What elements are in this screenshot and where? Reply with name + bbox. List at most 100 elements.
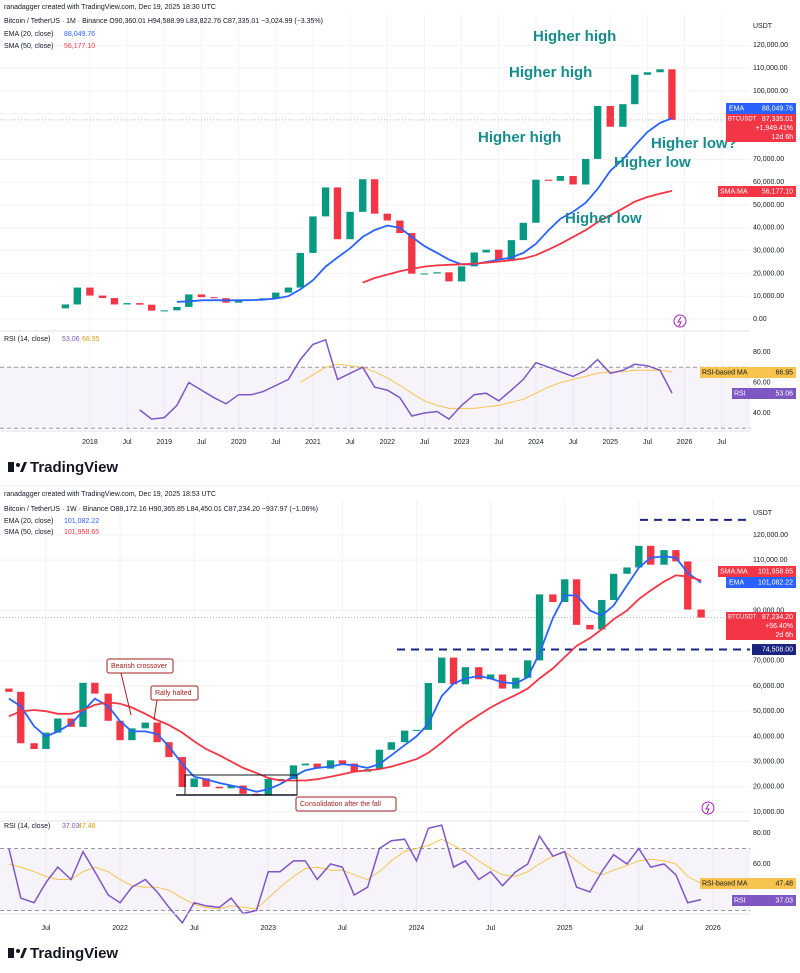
price-tag	[718, 186, 796, 197]
x-tick-label: Jul	[717, 439, 726, 446]
event-icon[interactable]	[673, 314, 687, 328]
candle-body	[136, 303, 144, 305]
candle-body	[383, 213, 391, 221]
callout-text: Rally halted	[155, 690, 192, 697]
candle-body	[535, 594, 544, 661]
candle-body	[313, 763, 321, 769]
callout-leader	[153, 699, 158, 721]
candle-body	[475, 667, 483, 680]
x-tick-label: 2022	[112, 925, 128, 932]
candle-body	[412, 729, 421, 731]
legend-ema-value: 88,049.76	[64, 31, 95, 38]
tag-value: 56,177.10	[762, 188, 793, 195]
logo-mark	[20, 462, 27, 472]
logo-mark	[8, 462, 14, 472]
candle-body	[333, 187, 342, 240]
y-tick-label: 30,000.00	[753, 758, 784, 765]
y-tick-label: 60,000.00	[753, 683, 784, 690]
tag-name: RSI	[734, 390, 746, 397]
tag-value: 101,082.22	[758, 579, 793, 586]
x-tick-label: Jul	[41, 925, 50, 932]
annotation: Higher high	[509, 64, 592, 81]
event-icon-bolt	[677, 316, 682, 327]
candle-body	[309, 216, 317, 253]
candle-body	[672, 550, 680, 562]
tag-name: SMA:MA	[720, 568, 748, 575]
tag-change: +1,949.41%	[755, 125, 793, 132]
candle-body	[197, 294, 206, 298]
candle-body	[623, 567, 631, 574]
candle-body	[338, 760, 347, 764]
x-tick-label: Jul	[420, 439, 429, 446]
candle-body	[572, 579, 581, 625]
candle-body	[42, 732, 50, 750]
candle-body	[73, 287, 81, 305]
candle-body	[445, 272, 453, 282]
candle-body	[264, 778, 272, 796]
y-tick-label: 40,000.00	[753, 733, 784, 740]
candle-body	[561, 579, 569, 602]
y-tick-label: 60,000.00	[753, 179, 784, 186]
candle-body	[523, 660, 532, 678]
ma-line	[176, 117, 673, 303]
candle-body	[210, 297, 218, 299]
event-icon[interactable]	[701, 801, 715, 815]
candle-body	[190, 778, 198, 788]
candle-body	[449, 657, 458, 685]
symbol-line: Bitcoin / TetherUS · 1M · Binance O90,36…	[4, 18, 323, 25]
y-tick-label: 50,000.00	[753, 708, 784, 715]
candle-body	[289, 765, 298, 779]
tag-name: RSI-based MA	[702, 880, 748, 887]
candle-body	[668, 69, 676, 120]
y-tick-label: 70,000.00	[753, 658, 784, 665]
candle-body	[619, 104, 627, 127]
price-tag	[726, 612, 796, 640]
attribution: ranadagger created with TradingView.com,…	[4, 4, 216, 11]
x-tick-label: Jul	[494, 439, 503, 446]
candle-body	[215, 786, 224, 789]
rsi-line	[8, 838, 702, 910]
x-tick-label: 2023	[260, 925, 276, 932]
candle-body	[643, 72, 652, 75]
candle-body	[346, 211, 354, 240]
rsi-title: RSI (14, close)	[4, 336, 50, 343]
candle-body	[296, 252, 304, 288]
x-tick-label: Jul	[338, 925, 347, 932]
candle-body	[532, 179, 540, 223]
x-tick-label: 2024	[528, 439, 544, 446]
tag-name: EMA	[729, 579, 745, 586]
event-icon-bolt	[705, 803, 710, 814]
candle-body	[301, 763, 310, 766]
legend-sma-value: 101,958.65	[64, 529, 99, 536]
x-tick-label: 2018	[82, 439, 98, 446]
y-tick-label: 120,000.00	[753, 532, 788, 539]
candle-body	[375, 749, 384, 770]
candle-body	[153, 722, 161, 743]
legend-sma: SMA (50, close)	[4, 529, 53, 536]
x-tick-label: Jul	[346, 439, 355, 446]
candle-body	[110, 298, 119, 305]
candle-body	[408, 233, 416, 274]
x-tick-label: Jul	[123, 439, 132, 446]
logo-mark	[20, 948, 27, 958]
logo-mark	[16, 949, 20, 953]
tag-name: BTCUSDT	[728, 117, 757, 123]
logo-mark	[8, 948, 14, 958]
x-tick-label: 2024	[409, 925, 425, 932]
candle-body	[495, 249, 503, 260]
candle-body	[433, 272, 441, 274]
ma-line	[8, 555, 702, 793]
rsi-line	[8, 824, 702, 925]
candle-body	[350, 763, 358, 772]
candle-body	[5, 688, 13, 692]
tag-name: RSI	[734, 897, 746, 904]
y-tick-label: 20,000.00	[753, 784, 784, 791]
price-tag	[718, 566, 796, 577]
level-tag-value: 74,508.00	[762, 646, 793, 653]
candle-body	[396, 220, 404, 234]
logo-mark	[16, 463, 20, 467]
candle-body	[321, 187, 330, 217]
tag-name: EMA	[729, 105, 745, 112]
candle-body	[370, 179, 379, 214]
x-tick-label: 2021	[305, 439, 321, 446]
